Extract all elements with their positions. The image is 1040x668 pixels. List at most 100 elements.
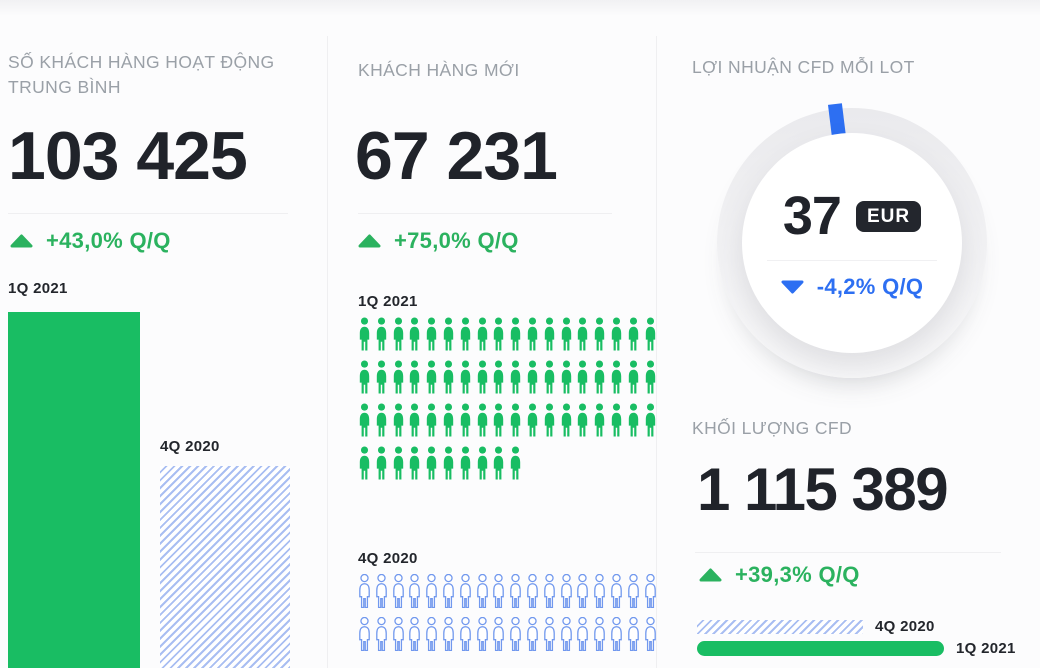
panel-title-line: TRUNG BÌNH (8, 77, 121, 97)
person-icon (359, 317, 370, 351)
person-icon (543, 617, 555, 651)
person-icon (359, 574, 370, 608)
metric-value-avg-active-clients: 103 425 (8, 118, 248, 194)
change-text: -4,2% Q/Q (816, 274, 924, 299)
divider (695, 552, 1001, 553)
person-icon (392, 617, 404, 651)
person-icon (460, 403, 470, 437)
person-icon (426, 360, 437, 394)
person-icon (443, 446, 454, 480)
person-icon (527, 360, 538, 394)
person-icon (477, 317, 487, 351)
currency-badge: EUR (855, 200, 922, 232)
person-icon (594, 403, 605, 437)
divider (358, 213, 612, 214)
person-icon (578, 360, 588, 394)
bar-current-quarter (8, 312, 140, 668)
person-icon (460, 317, 470, 351)
pictogram-current-quarter (358, 317, 660, 489)
gauge-inner-circle: 37 EUR -4,2% Q/Q (742, 133, 962, 353)
person-icon (645, 403, 655, 437)
person-icon (393, 446, 403, 480)
person-icon (476, 574, 488, 608)
metric-value-cfd-profit: 37 (782, 186, 842, 246)
person-icon (393, 360, 403, 394)
change-text: +43,0% Q/Q (46, 228, 171, 253)
person-icon (409, 574, 421, 608)
person-icon (494, 403, 504, 437)
person-icon (560, 574, 572, 608)
person-icon (594, 574, 605, 608)
person-icon (627, 574, 639, 608)
person-icon (376, 317, 386, 351)
person-icon (410, 446, 420, 480)
person-icon (375, 574, 387, 608)
person-icon (459, 574, 471, 608)
person-icon (375, 617, 387, 651)
person-icon (459, 617, 471, 651)
change-cfd-profit: -4,2% Q/Q (781, 274, 924, 300)
person-icon (460, 446, 470, 480)
person-icon (594, 617, 605, 651)
hbar-row-current: 1Q 2021 (697, 640, 1016, 657)
panel-title-cfd-volume: KHỐI LƯỢNG CFD (692, 418, 853, 438)
quarter-label-current: 1Q 2021 (358, 293, 418, 310)
person-icon (578, 403, 588, 437)
quarter-label-current: 1Q 2021 (8, 280, 68, 297)
person-icon (645, 360, 655, 394)
person-icon (392, 574, 404, 608)
pictogram-row (358, 617, 660, 651)
panel-title-cfd-profit: LỢI NHUẬN CFD MỖI LOT (692, 57, 915, 77)
metric-value-cfd-volume: 1 115 389 (697, 456, 949, 523)
pictogram-row (358, 446, 660, 480)
trend-up-icon (10, 234, 33, 248)
person-icon (577, 574, 589, 608)
person-icon (510, 574, 522, 608)
person-icon (544, 403, 554, 437)
trend-up-icon (358, 234, 381, 248)
person-icon (544, 360, 554, 394)
person-icon (544, 317, 554, 351)
divider (767, 260, 937, 261)
person-icon (611, 317, 622, 351)
person-icon (410, 317, 420, 351)
person-icon (376, 403, 386, 437)
person-icon (527, 403, 538, 437)
person-icon (494, 360, 504, 394)
person-icon (560, 617, 572, 651)
person-icon (426, 574, 438, 608)
trend-up-icon (699, 568, 722, 582)
person-icon (611, 403, 622, 437)
person-icon (376, 446, 386, 480)
pictogram-row (358, 360, 660, 394)
person-icon (594, 360, 605, 394)
person-icon (611, 360, 622, 394)
change-text: +39,3% Q/Q (735, 562, 860, 587)
person-icon (561, 317, 571, 351)
person-icon (410, 360, 420, 394)
divider (8, 213, 288, 214)
person-icon (376, 360, 386, 394)
person-icon (493, 574, 505, 608)
person-icon (628, 403, 638, 437)
person-icon (426, 403, 437, 437)
person-icon (477, 403, 487, 437)
person-icon (510, 446, 521, 480)
person-icon (510, 317, 521, 351)
person-icon (494, 446, 504, 480)
person-icon (510, 360, 521, 394)
person-icon (443, 317, 454, 351)
cfd-profit-gauge: 37 EUR -4,2% Q/Q (717, 103, 987, 378)
person-icon (477, 446, 487, 480)
person-icon (409, 617, 421, 651)
quarter-label-previous: 4Q 2020 (358, 550, 418, 567)
quarter-label-previous: 4Q 2020 (875, 618, 935, 635)
person-icon (510, 403, 521, 437)
person-icon (611, 574, 622, 608)
person-icon (561, 360, 571, 394)
person-icon (510, 617, 522, 651)
person-icon (393, 403, 403, 437)
change-new-clients: +75,0% Q/Q (358, 228, 519, 254)
person-icon (577, 617, 589, 651)
panel-title-avg-active-clients: SỐ KHÁCH HÀNG HOẠT ĐỘNG TRUNG BÌNH (8, 50, 275, 100)
